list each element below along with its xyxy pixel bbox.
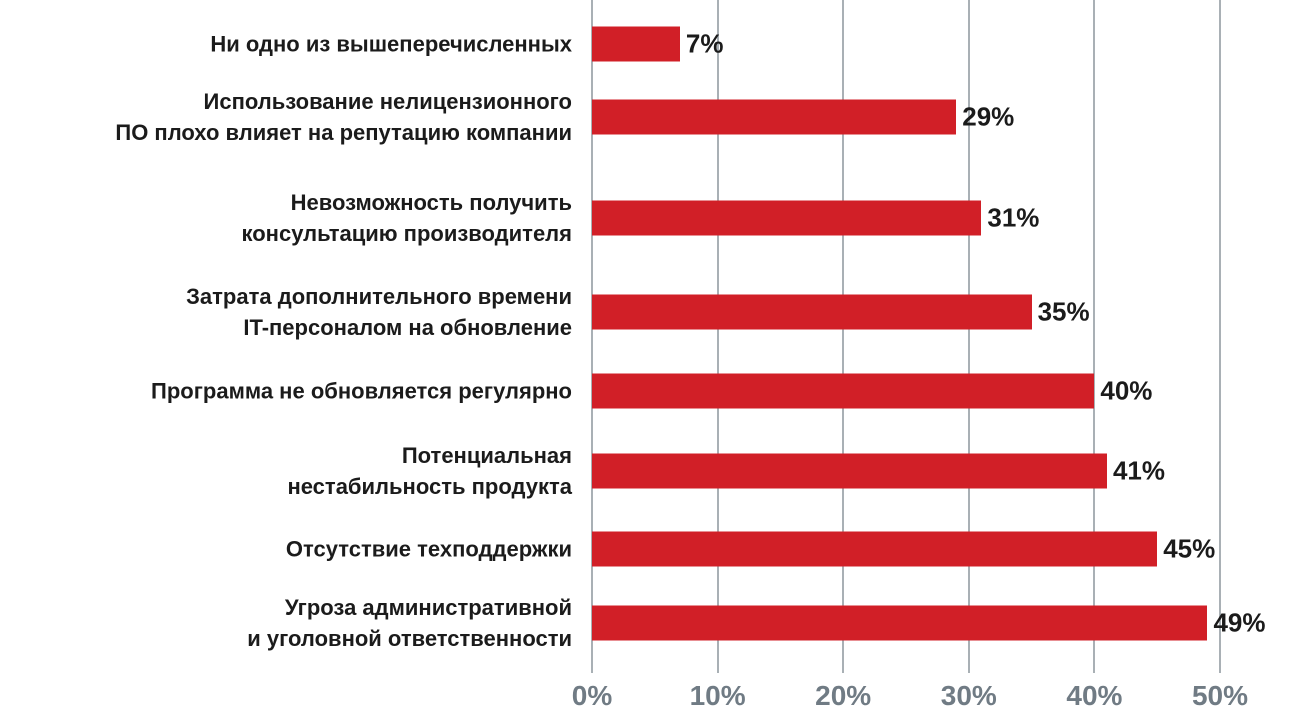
category-label: Ни одно из вышеперечисленных	[210, 31, 572, 57]
x-tick-label: 20%	[815, 680, 872, 711]
category-label: Использование нелицензионного ПО плохо в…	[115, 89, 572, 145]
category-label: Программа не обновляется регулярно	[151, 378, 572, 404]
data-label: 41%	[1112, 455, 1165, 486]
bar	[592, 200, 982, 236]
data-label: 29%	[962, 101, 1015, 132]
bar	[592, 294, 1032, 330]
data-label: 45%	[1163, 533, 1216, 564]
gridline	[967, 0, 970, 673]
bar	[592, 99, 957, 135]
data-label: 40%	[1100, 375, 1153, 406]
category-label: Потенциальная нестабильность продукта	[287, 443, 572, 499]
bar	[592, 531, 1158, 567]
category-label: Отсутствие техподдержки	[285, 536, 572, 562]
data-label: 31%	[987, 202, 1040, 233]
bar	[592, 605, 1208, 641]
x-tick-label: 10%	[689, 680, 746, 711]
gridline	[716, 0, 719, 673]
category-label: Невозможность получить консультацию прои…	[241, 190, 572, 246]
data-label: 7%	[685, 28, 724, 59]
x-tick-label: 40%	[1066, 680, 1123, 711]
category-label: Угроза административной и уголовной отве…	[247, 595, 572, 651]
gridline	[1219, 0, 1221, 673]
category-label: Затрата дополнительного времени IT-персо…	[186, 284, 572, 340]
gridline	[1093, 0, 1096, 673]
gridline	[591, 0, 593, 673]
bar	[592, 26, 680, 62]
data-label: 49%	[1213, 607, 1266, 638]
bar	[592, 373, 1095, 409]
bar	[592, 453, 1107, 489]
x-tick-label: 50%	[1191, 680, 1249, 711]
data-label: 35%	[1037, 296, 1090, 327]
x-tick-label: 0%	[571, 680, 613, 711]
x-tick-label: 30%	[940, 680, 997, 711]
gridline	[842, 0, 845, 673]
